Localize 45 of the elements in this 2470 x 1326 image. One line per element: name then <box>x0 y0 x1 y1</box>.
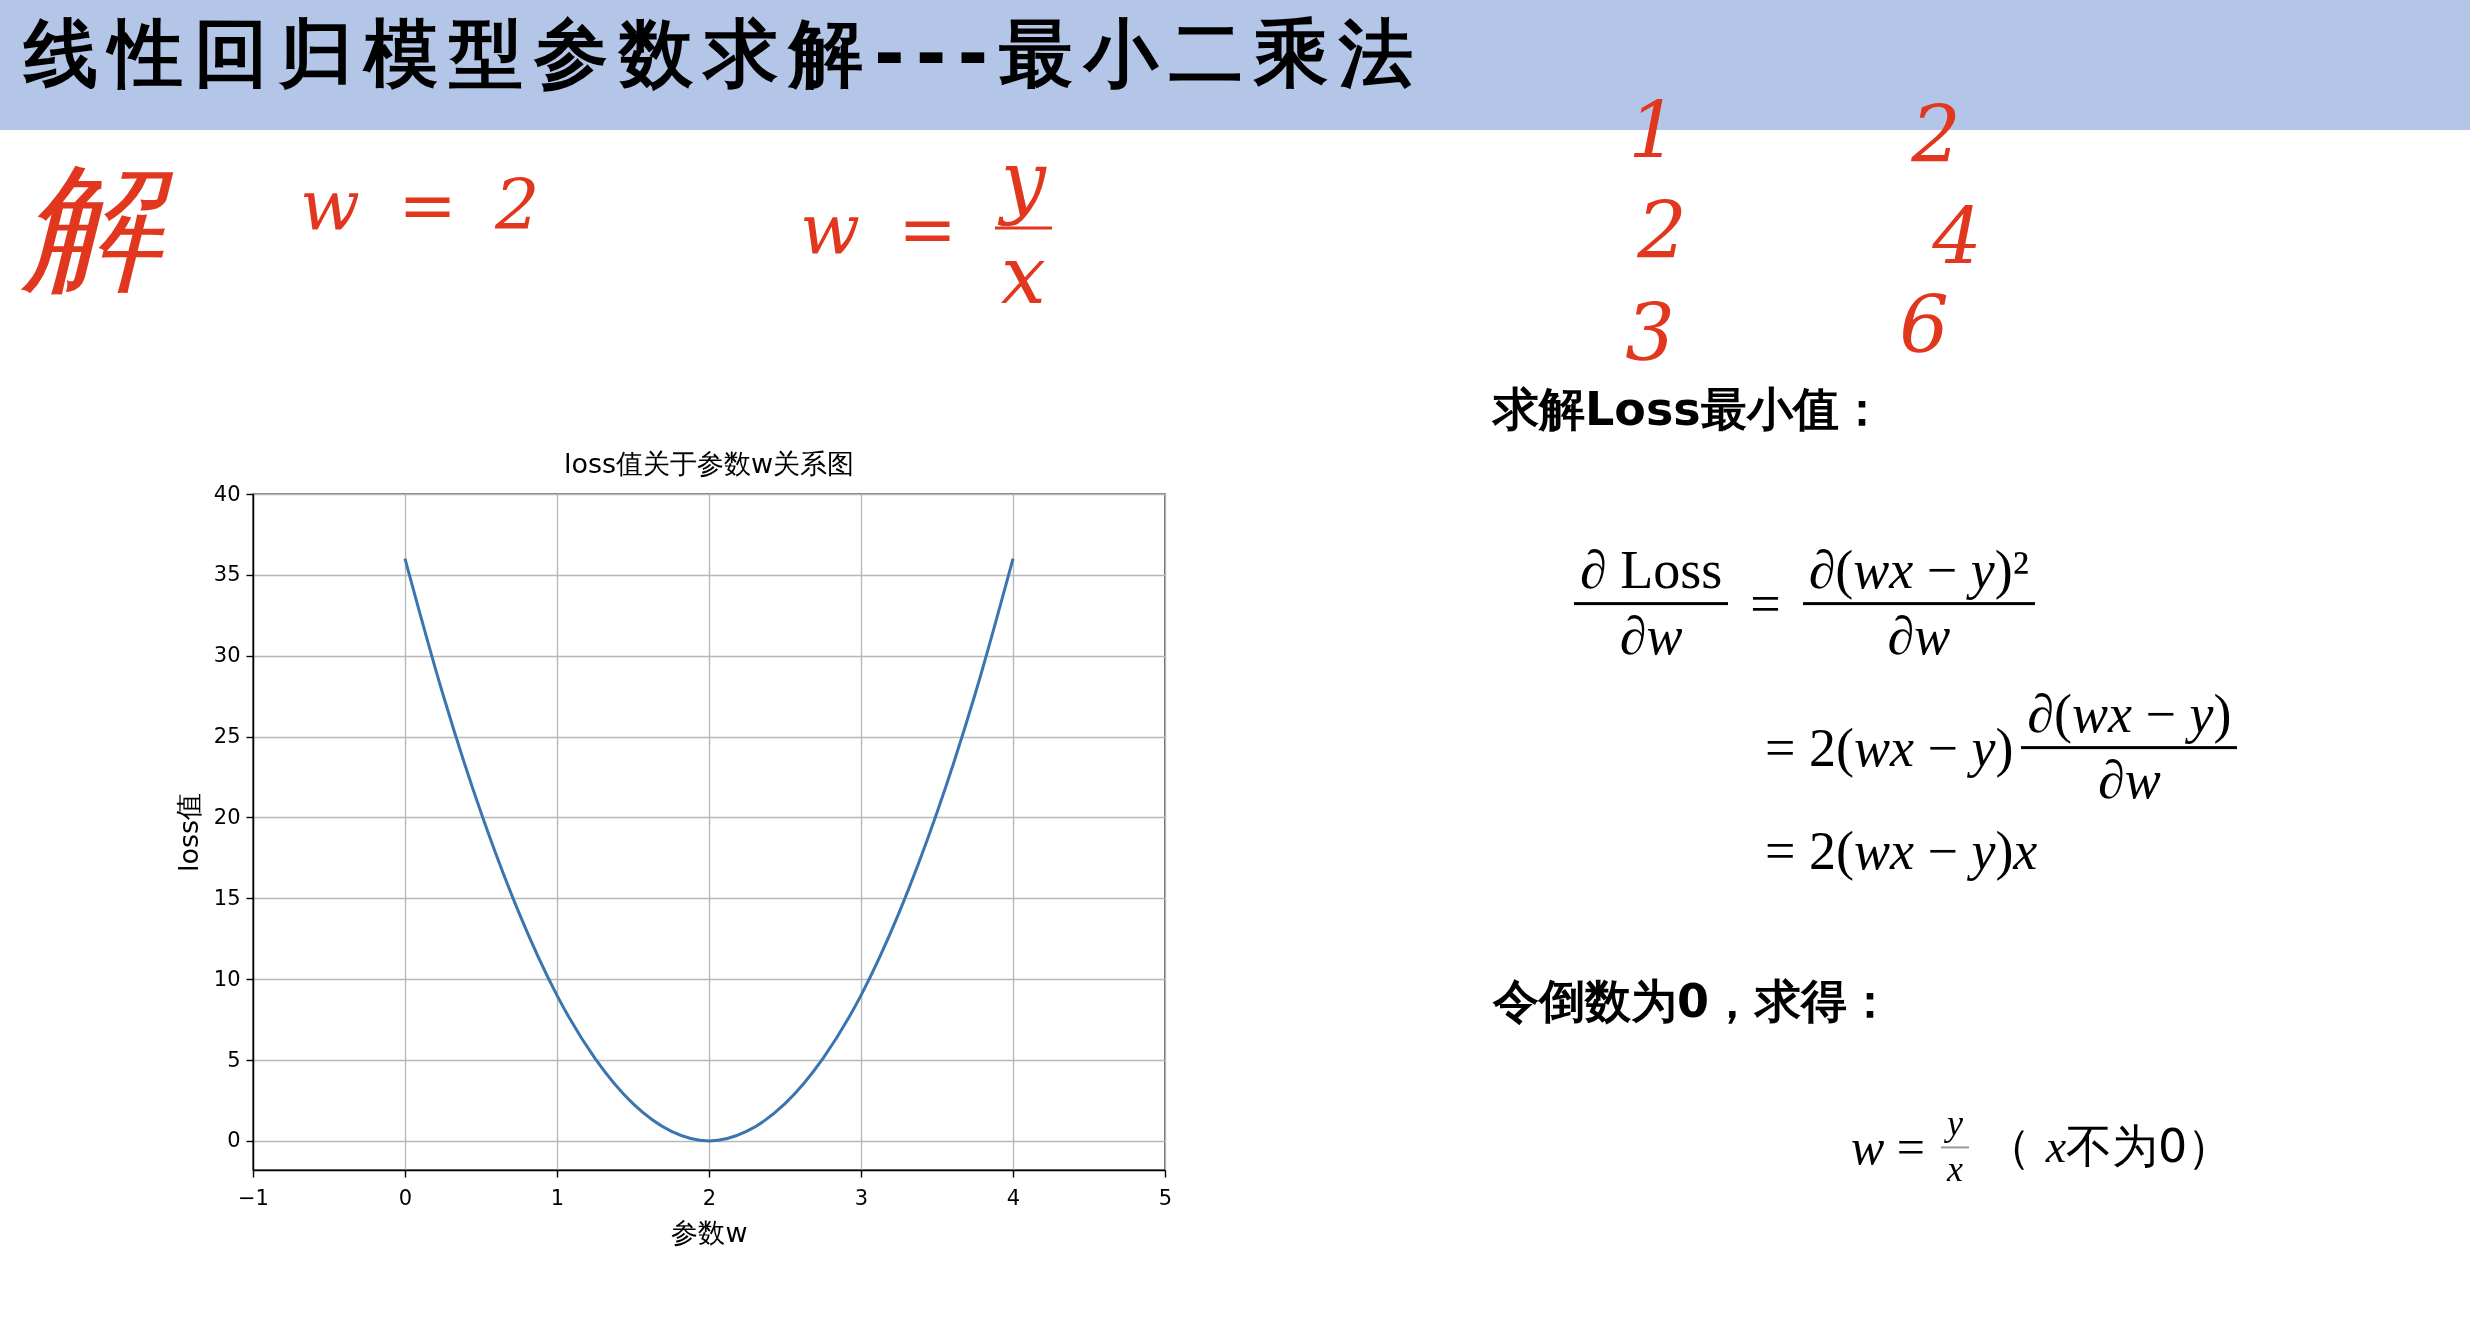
text: ∂w <box>1619 605 1683 667</box>
line-series <box>403 557 1015 1143</box>
text: 6 <box>1899 280 1949 371</box>
text: ∂(wx − y)² <box>1807 540 2030 603</box>
text: 线性回归模型参数求解---最小二乘法 <box>24 10 1425 97</box>
y-axis-title: loss值 <box>172 792 204 873</box>
text: x <box>1000 228 1046 322</box>
y-tick-label: 30 <box>213 643 241 668</box>
text: ∂w <box>2098 749 2161 811</box>
text: 令倒数为0，求得： <box>1493 973 1894 1028</box>
x-tick-label: −1 <box>238 1185 269 1210</box>
text: = 2(wx − y) <box>1765 717 2014 779</box>
x-tick-label: 3 <box>854 1185 869 1210</box>
y-tick-label: 0 <box>227 1128 241 1153</box>
text: = <box>1750 573 1781 635</box>
y-tick-label: 15 <box>213 885 241 910</box>
chart-title: loss值关于参数w关系图 <box>563 448 855 479</box>
y-tick-label: 20 <box>213 804 241 829</box>
y-tick-label: 10 <box>213 966 241 991</box>
x-tick-label: 2 <box>702 1185 717 1210</box>
y-tick-label: 40 <box>213 481 241 506</box>
text: w = <box>800 187 965 269</box>
x-tick-label: 0 <box>398 1185 413 1210</box>
text: 2 <box>1637 186 1687 277</box>
text: ∂w <box>1887 605 1951 667</box>
text: 1 <box>1628 86 1678 177</box>
text: y <box>997 133 1048 227</box>
text: ∂ Loss <box>1579 540 1724 603</box>
text: 求解Loss最小值： <box>1493 381 1885 436</box>
x-tick-label: 1 <box>550 1185 565 1210</box>
text: 4 <box>1932 192 1982 283</box>
text: （ x不为0） <box>1985 1118 2234 1175</box>
text: ∂(wx − y) <box>2026 684 2233 747</box>
text: = 2(wx − y)x <box>1765 820 2038 882</box>
y-tick-label: 25 <box>213 724 241 749</box>
x-axis-title: 参数w <box>671 1216 748 1248</box>
text: w = 2 <box>300 163 548 246</box>
y-tick-label: 5 <box>227 1047 241 1072</box>
y-tick-label: 35 <box>213 562 241 587</box>
text: x <box>1947 1149 1964 1189</box>
text: 2 <box>1911 90 1961 181</box>
text: w = <box>1851 1118 1926 1176</box>
x-tick-label: 5 <box>1158 1185 1173 1210</box>
x-tick-label: 4 <box>1006 1185 1021 1210</box>
text: 3 <box>1625 288 1675 379</box>
